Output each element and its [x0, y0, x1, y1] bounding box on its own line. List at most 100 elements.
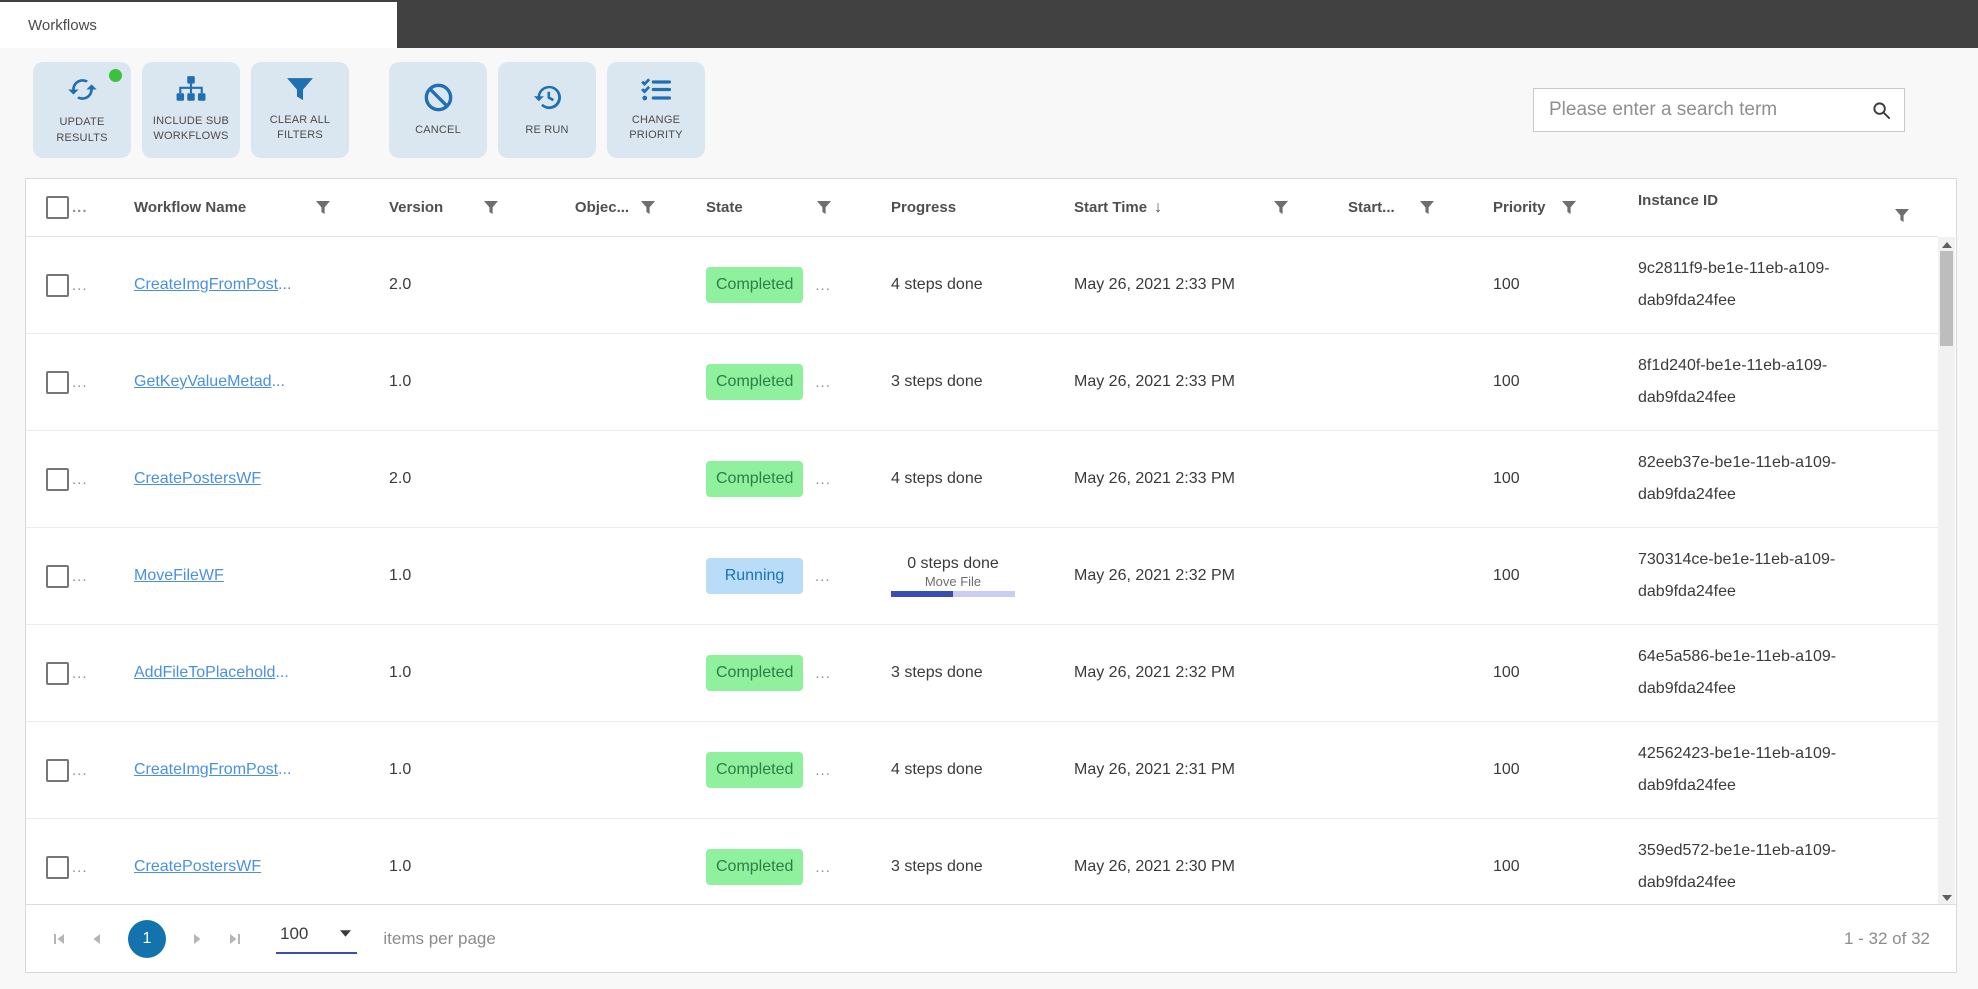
toolbar-button-update-results[interactable]: UPDATE RESULTS	[33, 62, 131, 158]
table-row[interactable]: ... CreateImgFromPost... 2.0 Completed... 4 …	[26, 237, 1938, 334]
row-select-cell: ...	[26, 334, 100, 430]
toolbar-button-label: CANCEL	[415, 123, 461, 136]
workflows-table: ... Workflow Name Version Objec... State Prog…	[25, 178, 1957, 973]
workflow-name-text: CreatePostersWF	[134, 470, 262, 487]
column-header-instance-id[interactable]: Instance ID	[1636, 179, 1938, 236]
table-row[interactable]: ... AddFileToPlacehold... 1.0 Completed... 3…	[26, 625, 1938, 722]
search-input[interactable]	[1547, 98, 1864, 122]
column-header-objec[interactable]: Objec...	[524, 179, 706, 236]
row-select-cell: ...	[26, 528, 100, 624]
filter-icon[interactable]	[484, 200, 498, 215]
row-checkbox[interactable]	[46, 758, 69, 782]
workflow-name-link[interactable]: CreateImgFromPost...	[134, 761, 291, 779]
page-range-label: 1 - 32 of 32	[1843, 928, 1930, 948]
workflow-name-link[interactable]: CreatePostersWF	[134, 470, 261, 488]
column-header-start[interactable]: Start...	[1346, 179, 1491, 236]
steps-done-label: 3 steps done	[891, 664, 983, 681]
object-cell	[524, 625, 706, 721]
row-checkbox[interactable]	[46, 855, 69, 879]
workflow-name-link[interactable]: GetKeyValueMetad...	[134, 373, 285, 391]
instance-id-line1: 82eeb37e-be1e-11eb-a109-	[1638, 454, 1837, 471]
column-header-start-time[interactable]: Start Time ↓	[1071, 179, 1346, 236]
page-size-value: 100	[280, 923, 309, 943]
next-page-icon[interactable]	[190, 932, 204, 946]
priority-cell: 100	[1491, 722, 1636, 818]
instance-id-line2: dab9fda24fee	[1638, 583, 1736, 600]
filter-icon[interactable]	[641, 200, 656, 215]
column-header-progress[interactable]: Progress	[891, 179, 1071, 236]
page-size-select[interactable]: 100	[276, 923, 358, 954]
column-header-state[interactable]: State	[706, 179, 891, 236]
select-all-checkbox[interactable]	[46, 196, 69, 219]
steps-done-label: 0 steps done	[907, 555, 999, 572]
column-header-priority[interactable]: Priority	[1491, 179, 1636, 236]
object-cell	[524, 722, 706, 818]
table-row[interactable]: ... MoveFileWF 1.0 Running... 0 steps done Mo…	[26, 528, 1938, 625]
priority-value: 100	[1493, 664, 1520, 681]
start-time-cell: May 26, 2021 2:33 PM	[1071, 431, 1346, 527]
filter-icon[interactable]	[817, 200, 831, 215]
toolbar-button-re-run[interactable]: RE RUN	[498, 62, 596, 158]
instance-id-line1: 9c2811f9-be1e-11eb-a109-	[1638, 260, 1830, 277]
state-cell: Completed...	[706, 819, 891, 907]
start-time-cell: May 26, 2021 2:33 PM	[1071, 237, 1346, 333]
sort-desc-icon: ↓	[1154, 198, 1163, 216]
toolbar-button-cancel[interactable]: CANCEL	[389, 62, 487, 158]
instance-id-line2: dab9fda24fee	[1638, 389, 1736, 406]
workflow-name-link[interactable]: AddFileToPlacehold...	[134, 664, 289, 682]
column-header-workflow-name[interactable]: Workflow Name	[100, 179, 360, 236]
row-select-cell: ...	[26, 237, 100, 333]
scroll-up-icon[interactable]	[1938, 242, 1955, 248]
hierarchy-icon	[176, 75, 206, 107]
previous-page-icon[interactable]	[90, 932, 104, 946]
workflow-name-link[interactable]: CreateImgFromPost...	[134, 276, 291, 294]
scroll-down-icon[interactable]	[1938, 895, 1955, 901]
table-row[interactable]: ... CreatePostersWF 1.0 Completed... 3 steps…	[26, 819, 1938, 907]
filter-icon[interactable]	[1561, 200, 1576, 215]
row-checkbox[interactable]	[46, 564, 69, 588]
tab-workflows[interactable]: Workflows	[0, 2, 397, 48]
instance-id-line1: 42562423-be1e-11eb-a109-	[1638, 745, 1837, 762]
priority-cell: 100	[1491, 431, 1636, 527]
scroll-thumb[interactable]	[1940, 251, 1953, 346]
filter-icon[interactable]	[1274, 200, 1288, 215]
table-body: ... CreateImgFromPost... 2.0 Completed... 4 …	[26, 237, 1956, 907]
vertical-scrollbar[interactable]	[1938, 237, 1955, 906]
version-cell: 1.0	[360, 528, 524, 624]
row-checkbox[interactable]	[46, 467, 69, 491]
row-checkbox[interactable]	[46, 370, 69, 394]
toolbar-group-left: UPDATE RESULTS INCLUDE SUB WORKFLOWS CLEAR…	[33, 62, 349, 158]
toolbar-group-right: CANCEL RE RUN CHANGE PRIORITY	[389, 62, 705, 158]
table-row[interactable]: ... CreatePostersWF 2.0 Completed... 4 steps…	[26, 431, 1938, 528]
row-checkbox[interactable]	[46, 273, 69, 297]
column-header-version[interactable]: Version	[360, 179, 524, 236]
priority-cell: 100	[1491, 237, 1636, 333]
checklist-icon	[641, 77, 671, 106]
workflow-name-link[interactable]: CreatePostersWF	[134, 858, 261, 876]
first-page-icon[interactable]	[52, 932, 66, 946]
version-cell: 1.0	[360, 334, 524, 430]
table-row[interactable]: ... GetKeyValueMetad... 1.0 Completed... 3 s…	[26, 334, 1938, 431]
current-page-button[interactable]: 1	[128, 919, 166, 958]
start-time-value: May 26, 2021 2:33 PM	[1074, 470, 1235, 487]
last-page-icon[interactable]	[228, 932, 242, 946]
workflow-name-link[interactable]: MoveFileWF	[134, 567, 224, 585]
search-icon[interactable]	[1872, 101, 1891, 120]
start-time-value: May 26, 2021 2:33 PM	[1074, 276, 1235, 293]
row-checkbox[interactable]	[46, 661, 69, 685]
column-label: Start Time	[1074, 199, 1148, 216]
toolbar-button-change-priority[interactable]: CHANGE PRIORITY	[607, 62, 705, 158]
priority-value: 100	[1493, 761, 1520, 778]
version-value: 1.0	[389, 761, 412, 778]
version-value: 2.0	[389, 470, 412, 487]
filter-icon[interactable]	[316, 200, 330, 215]
filter-icon[interactable]	[1420, 200, 1434, 215]
toolbar-button-include-sub-workflows[interactable]: INCLUDE SUB WORKFLOWS	[142, 62, 240, 158]
start-end-cell	[1346, 819, 1491, 907]
filter-icon[interactable]	[1895, 209, 1909, 223]
start-time-cell: May 26, 2021 2:32 PM	[1071, 625, 1346, 721]
table-row[interactable]: ... CreateImgFromPost... 1.0 Completed... 4 …	[26, 722, 1938, 819]
toolbar-button-clear-all-filters[interactable]: CLEAR ALL FILTERS	[251, 62, 349, 158]
start-time-cell: May 26, 2021 2:32 PM	[1071, 528, 1346, 624]
progress-cell: 0 steps done Move File	[891, 528, 1071, 624]
